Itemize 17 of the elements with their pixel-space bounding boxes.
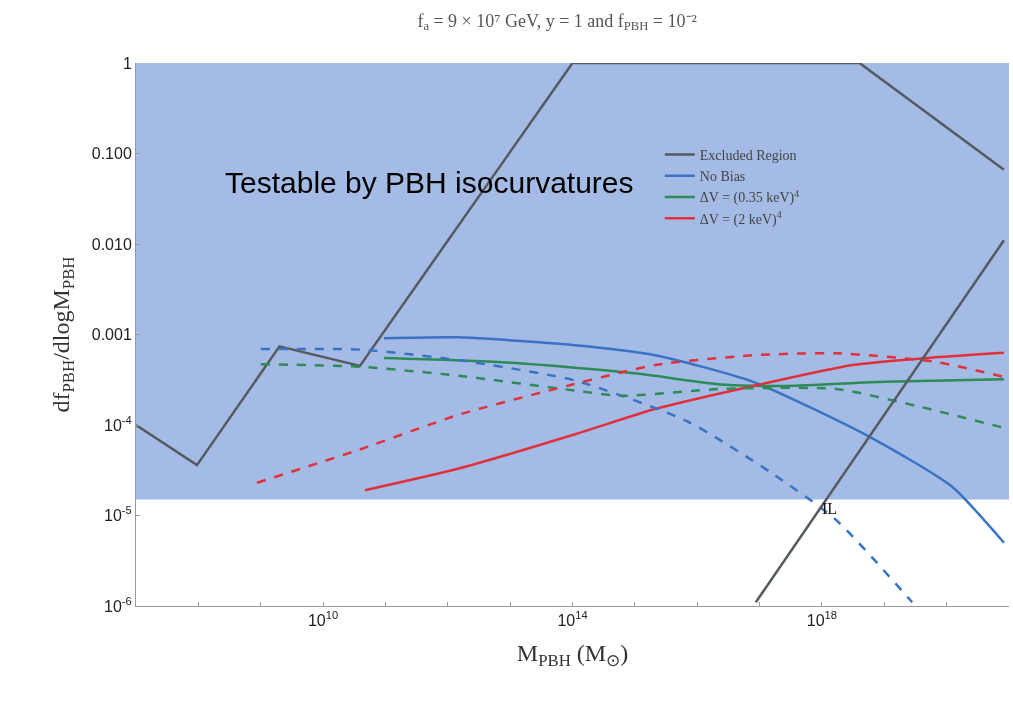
legend-label: Excluded Region	[699, 148, 797, 164]
annotation: IL	[822, 500, 838, 517]
y-tick-label: 0.001	[91, 326, 132, 344]
y-tick-label: 10$^{-6}$	[104, 594, 132, 615]
chart-title: f$_{a}$ = 9 × 10⁷ GeV, y = 1 and f$_{PBH}$ = 10⁻²	[417, 10, 697, 34]
legend-label: No Bias	[699, 169, 746, 185]
y-tick-label: 0.100	[91, 145, 132, 163]
legend-label: ΔV = (0.35 keV)$^{4}$	[699, 187, 800, 207]
x-tick-label: 10$^{10}$	[307, 609, 339, 630]
x-axis-title: M$_{PBH}$ (M$_{⊙}$)	[516, 639, 629, 670]
y-tick-label: 1	[122, 54, 132, 72]
x-tick-label: 10$^{18}$	[806, 609, 838, 630]
y-tick-label: 10$^{-4}$	[104, 413, 132, 434]
y-tick-label: 10$^{-5}$	[104, 504, 132, 525]
legend-label: ΔV = (2 keV)$^{4}$	[699, 208, 782, 228]
y-tick-label: 0.010	[91, 235, 132, 253]
x-tick-label: 10$^{14}$	[557, 609, 588, 630]
